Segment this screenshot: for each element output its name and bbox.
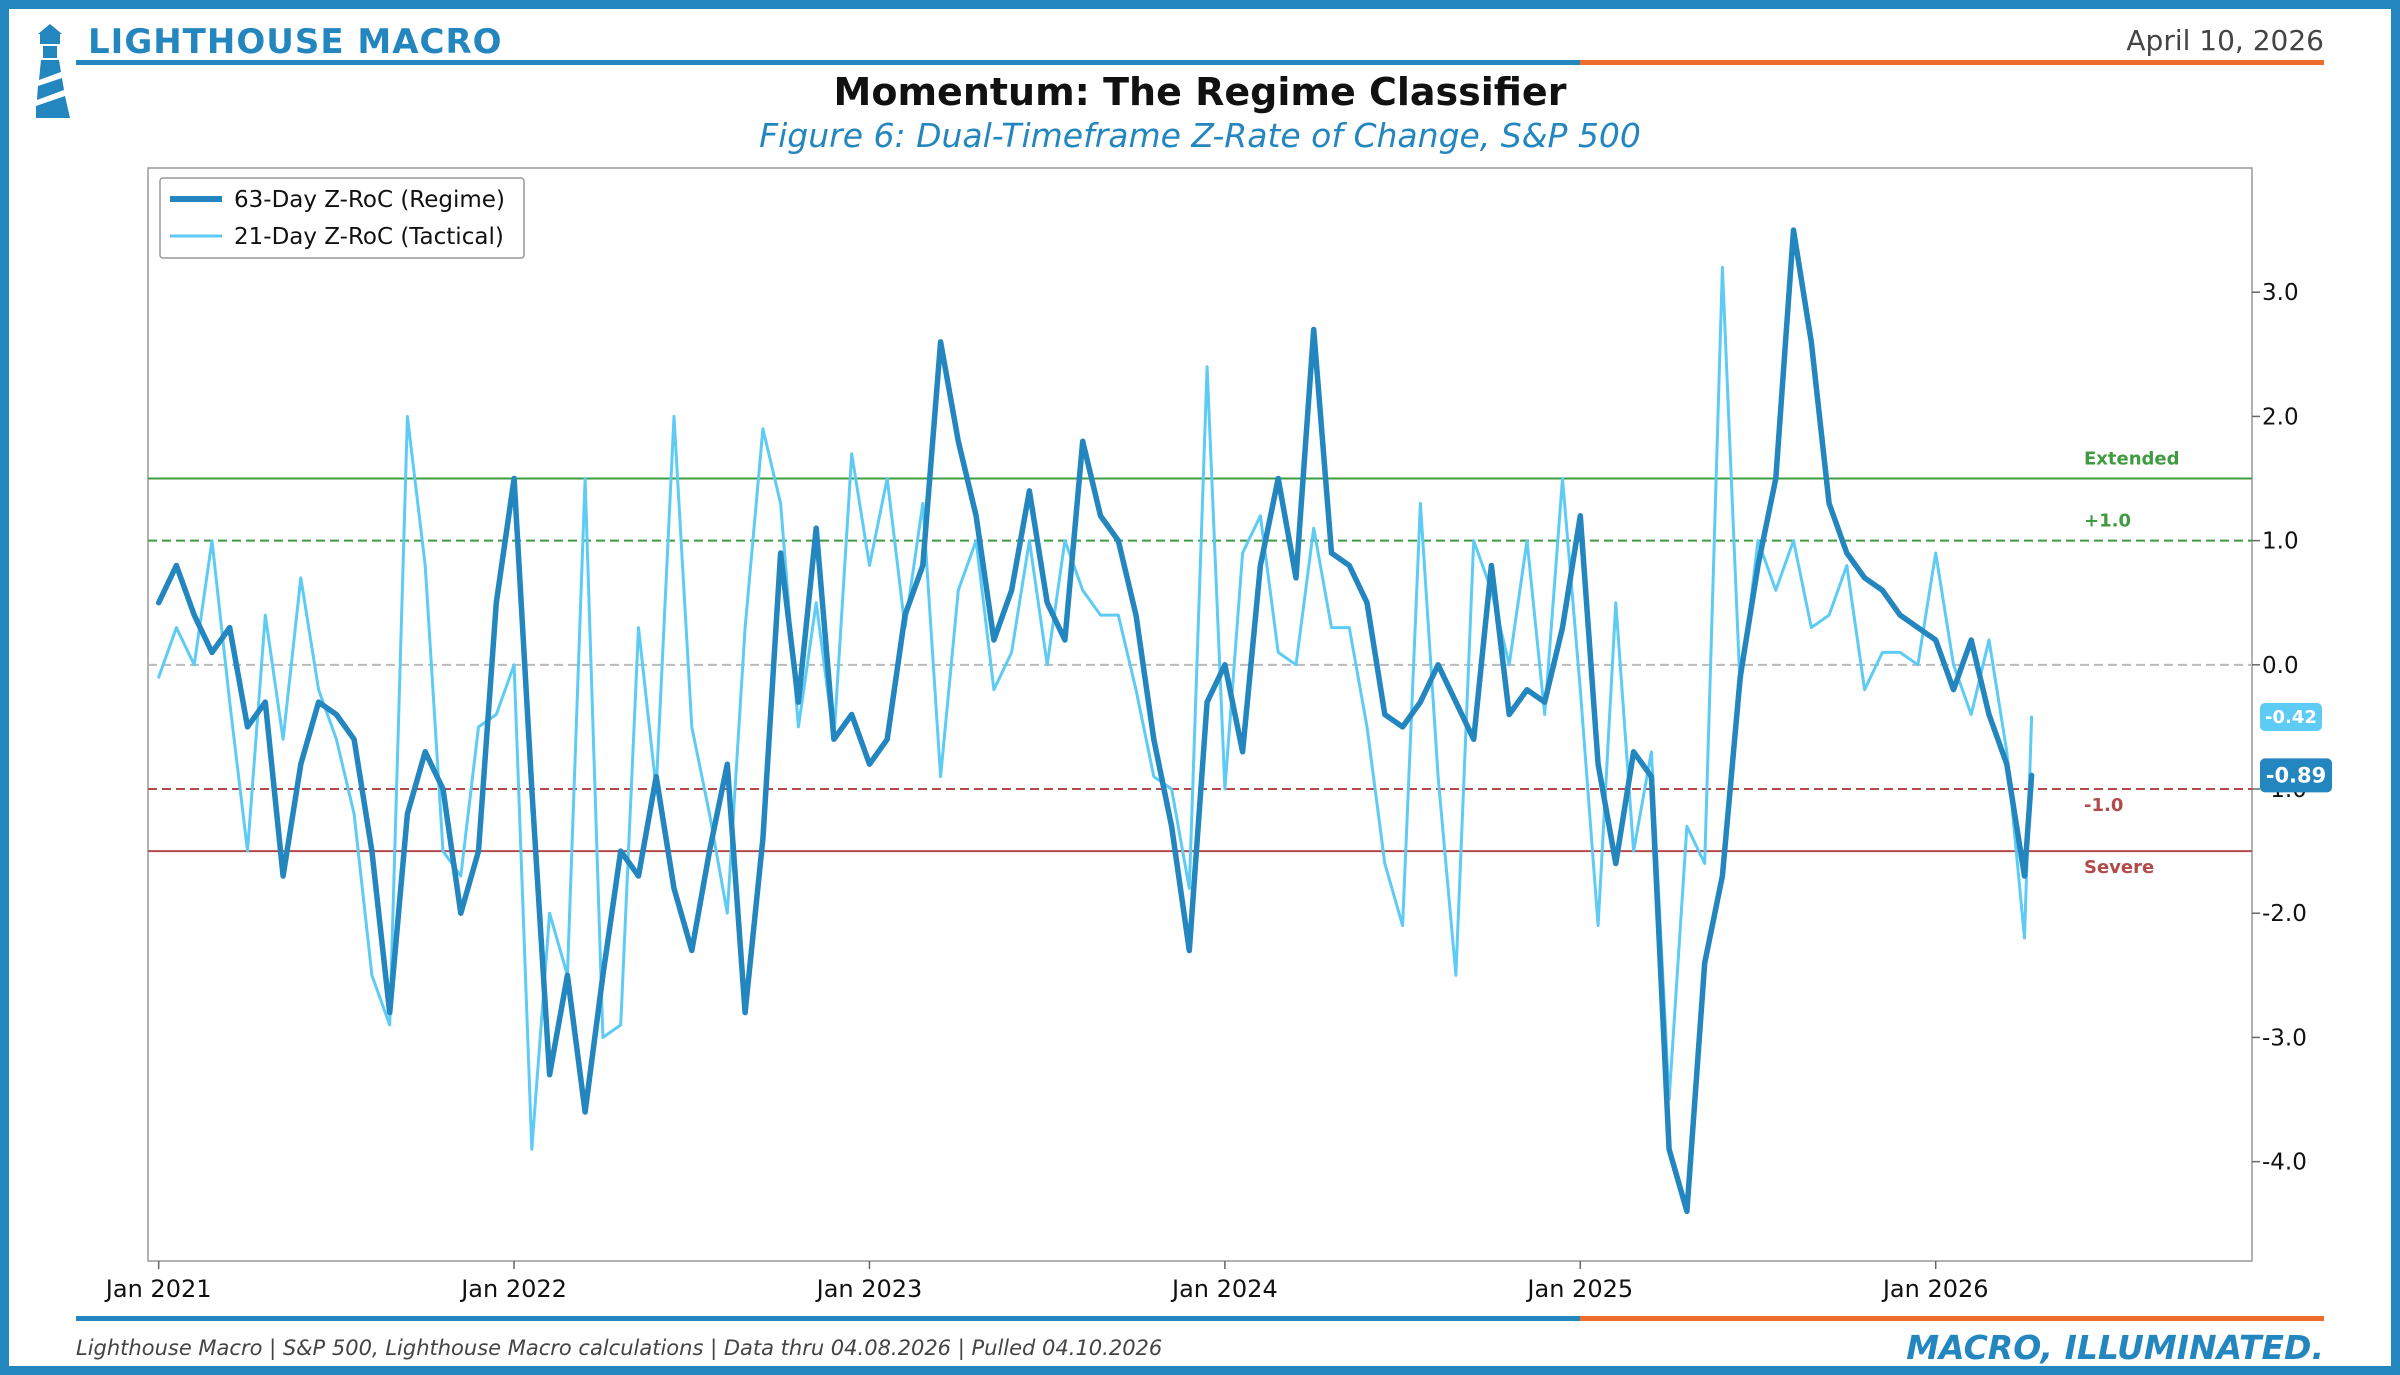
y-tick-label: 0.0 <box>2262 653 2299 679</box>
last-value-tag <box>2260 758 2332 793</box>
reference-label: Extended <box>2084 449 2180 470</box>
y-tick-label: 3.0 <box>2262 280 2299 306</box>
reference-label: Severe <box>2084 857 2154 878</box>
last-value-tag <box>2260 702 2322 731</box>
y-tick-label: -3.0 <box>2262 1025 2307 1051</box>
y-tick-label: -2.0 <box>2262 901 2307 927</box>
series-line-tactical <box>157 265 2034 1151</box>
header-rule-orange <box>1580 60 2324 65</box>
lighthouse-logo-icon <box>36 24 70 118</box>
y-tick-label: 1.0 <box>2262 529 2299 555</box>
plot-area <box>147 167 2253 1262</box>
y-tick-label: 2.0 <box>2262 404 2299 430</box>
legend-label-tactical: 21-Day Z-RoC (Tactical) <box>234 224 504 250</box>
report-date: April 10, 2026 <box>2126 24 2324 57</box>
tagline: MACRO, ILLUMINATED. <box>1906 1328 2324 1367</box>
footer-rule-orange <box>1580 1316 2324 1321</box>
x-tick-label: Jan 2026 <box>1881 1275 1989 1303</box>
x-tick-label: Jan 2024 <box>1170 1275 1278 1303</box>
figure-subtitle: Figure 6: Dual-Timeframe Z-Rate of Chang… <box>759 116 1641 155</box>
reference-label: -1.0 <box>2084 795 2123 816</box>
series-line-regime <box>155 227 2035 1215</box>
reference-label: +1.0 <box>2084 511 2131 532</box>
legend: 63-Day Z-RoC (Regime) 21-Day Z-RoC (Tact… <box>159 177 525 259</box>
last-value-label: -0.89 <box>2266 763 2327 787</box>
last-value-label: -0.42 <box>2265 707 2317 728</box>
header-rule-blue <box>76 60 1580 65</box>
source-note: Lighthouse Macro | S&P 500, Lighthouse M… <box>76 1336 1163 1360</box>
x-tick-label: Jan 2023 <box>815 1275 923 1303</box>
x-tick-label: Jan 2021 <box>104 1275 212 1303</box>
brand-name: LIGHTHOUSE MACRO <box>88 22 503 62</box>
footer-rule-blue <box>76 1316 1580 1321</box>
y-tick-label: -4.0 <box>2262 1150 2307 1176</box>
x-tick-label: Jan 2025 <box>1525 1275 1633 1303</box>
page-title: Momentum: The Regime Classifier <box>833 70 1567 114</box>
legend-label-regime: 63-Day Z-RoC (Regime) <box>234 187 505 213</box>
x-tick-label: Jan 2022 <box>459 1275 567 1303</box>
